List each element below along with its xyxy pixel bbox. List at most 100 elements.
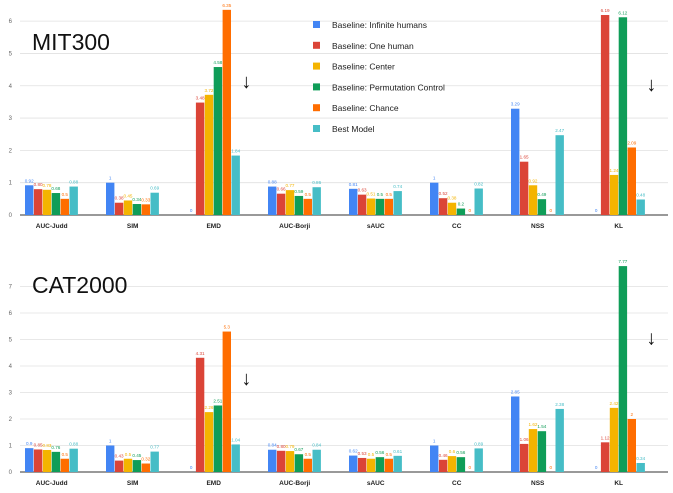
legend-swatch: [313, 62, 320, 70]
data-label: 7.77: [618, 259, 627, 264]
data-label: 0.77: [150, 445, 159, 450]
bar-kl-baseline-one-human: [600, 15, 610, 216]
data-label: 1: [109, 176, 112, 181]
y-tick-label: 7: [9, 285, 13, 291]
data-label: 0.5: [305, 192, 312, 197]
bar-emd-baseline-permutation-control: [213, 67, 223, 216]
data-label: 1.12: [601, 435, 610, 440]
category-label: EMD: [206, 480, 221, 487]
bar-sim-baseline-permutation-control: [132, 460, 142, 472]
data-label: 0.61: [393, 449, 402, 454]
bar-sim-best-model: [150, 451, 159, 472]
bar-sim-baseline-chance: [141, 463, 150, 472]
bar-auc-judd-baseline-infinite-humans: [25, 448, 34, 472]
lower-is-better-arrow: ↓: [241, 71, 251, 93]
y-tick-label: 1: [9, 181, 13, 187]
data-label: 0.5: [305, 452, 312, 457]
bar-sim-baseline-center: [123, 458, 133, 472]
data-label: 0.89: [474, 441, 483, 446]
data-label: 0.80: [34, 182, 43, 187]
bar-auc-borji-baseline-center: [285, 451, 295, 472]
bar-sauc-baseline-center: [366, 458, 376, 472]
legend: Baseline: Infinite humans Baseline: One h…: [313, 20, 445, 134]
bar-auc-borji-baseline-chance: [303, 198, 312, 215]
data-label: 5.3: [224, 325, 231, 330]
bar-cc-baseline-one-human: [438, 459, 448, 472]
category-label: NSS: [531, 480, 545, 487]
bar-sim-baseline-center: [123, 200, 133, 215]
data-label: 2: [631, 412, 634, 417]
bar-emd-baseline-permutation-control: [213, 405, 223, 472]
bar-auc-borji-baseline-center: [285, 190, 295, 215]
data-label: 0: [550, 208, 553, 213]
data-label: 0.32: [141, 457, 150, 462]
data-label: 2.26: [205, 405, 214, 410]
bar-sauc-baseline-chance: [384, 198, 393, 215]
data-label: 0.68: [51, 186, 60, 191]
category-label: AUC-Judd: [36, 223, 68, 230]
chart-title: CAT2000: [32, 272, 127, 298]
data-label: 0.52: [439, 191, 448, 196]
data-label: 1.24: [610, 168, 619, 173]
lower-is-better-arrow: ↓: [241, 368, 251, 390]
data-label: 2.42: [610, 401, 619, 406]
data-label: 0.45: [124, 193, 133, 198]
data-label: 1.04: [231, 437, 240, 442]
bar-emd-baseline-center: [204, 94, 214, 215]
data-label: 0.83: [43, 443, 52, 448]
data-label: 1: [109, 439, 112, 444]
bar-kl-baseline-chance: [627, 419, 636, 472]
data-label: 0.56: [375, 450, 384, 455]
bar-sauc-baseline-permutation-control: [375, 457, 385, 472]
data-label: 0.84: [268, 443, 277, 448]
bar-sauc-baseline-center: [366, 198, 376, 215]
bar-emd-baseline-chance: [222, 9, 231, 215]
bar-sauc-baseline-one-human: [357, 194, 367, 215]
bar-nss-baseline-center: [528, 429, 538, 472]
data-label: 0.5: [386, 452, 393, 457]
bar-nss-baseline-one-human: [519, 161, 529, 215]
data-label: 0.53: [358, 451, 367, 456]
data-label: 1.06: [520, 437, 529, 442]
chart-title: MIT300: [32, 29, 110, 55]
data-label: 0.5: [386, 192, 393, 197]
bar-kl-baseline-chance: [627, 147, 636, 215]
bar-auc-borji-best-model: [312, 449, 321, 472]
bar-nss-baseline-center: [528, 185, 538, 215]
bar-nss-baseline-one-human: [519, 443, 529, 472]
data-label: 0: [595, 465, 598, 470]
data-label: 0.5: [62, 192, 69, 197]
bar-auc-borji-baseline-permutation-control: [294, 195, 304, 215]
legend-label: Baseline: Permutation Control: [332, 82, 445, 92]
bar-cc-baseline-center: [447, 456, 457, 472]
data-label: 0.82: [474, 182, 483, 187]
bar-auc-borji-best-model: [312, 187, 321, 215]
bar-auc-borji-baseline-one-human: [276, 450, 286, 472]
data-label: 0.88: [268, 180, 277, 185]
bar-nss-baseline-permutation-control: [537, 199, 547, 215]
bar-sim-best-model: [150, 192, 159, 215]
bar-sim-baseline-one-human: [114, 202, 124, 215]
bar-auc-judd-baseline-one-human: [33, 189, 43, 215]
legend-label: Best Model: [332, 124, 375, 134]
data-label: 1.65: [520, 155, 529, 160]
data-label: 0.48: [636, 192, 645, 197]
bar-cc-baseline-permutation-control: [456, 208, 466, 215]
bar-sauc-best-model: [393, 191, 402, 215]
data-label: 6.35: [222, 3, 231, 8]
data-label: 0.56: [456, 450, 465, 455]
data-label: 0.2: [458, 202, 465, 207]
lower-is-better-arrow: ↓: [646, 74, 656, 96]
y-tick-label: 6: [9, 19, 13, 25]
data-label: 0.88: [69, 180, 78, 185]
data-label: 0.45: [132, 453, 141, 458]
bar-auc-judd-baseline-center: [42, 189, 52, 215]
data-label: 0.80: [277, 444, 286, 449]
data-label: 0.5: [125, 452, 132, 457]
data-label: 0.43: [115, 454, 124, 459]
y-tick-label: 2: [9, 148, 13, 154]
bar-sauc-baseline-infinite-humans: [349, 188, 358, 215]
